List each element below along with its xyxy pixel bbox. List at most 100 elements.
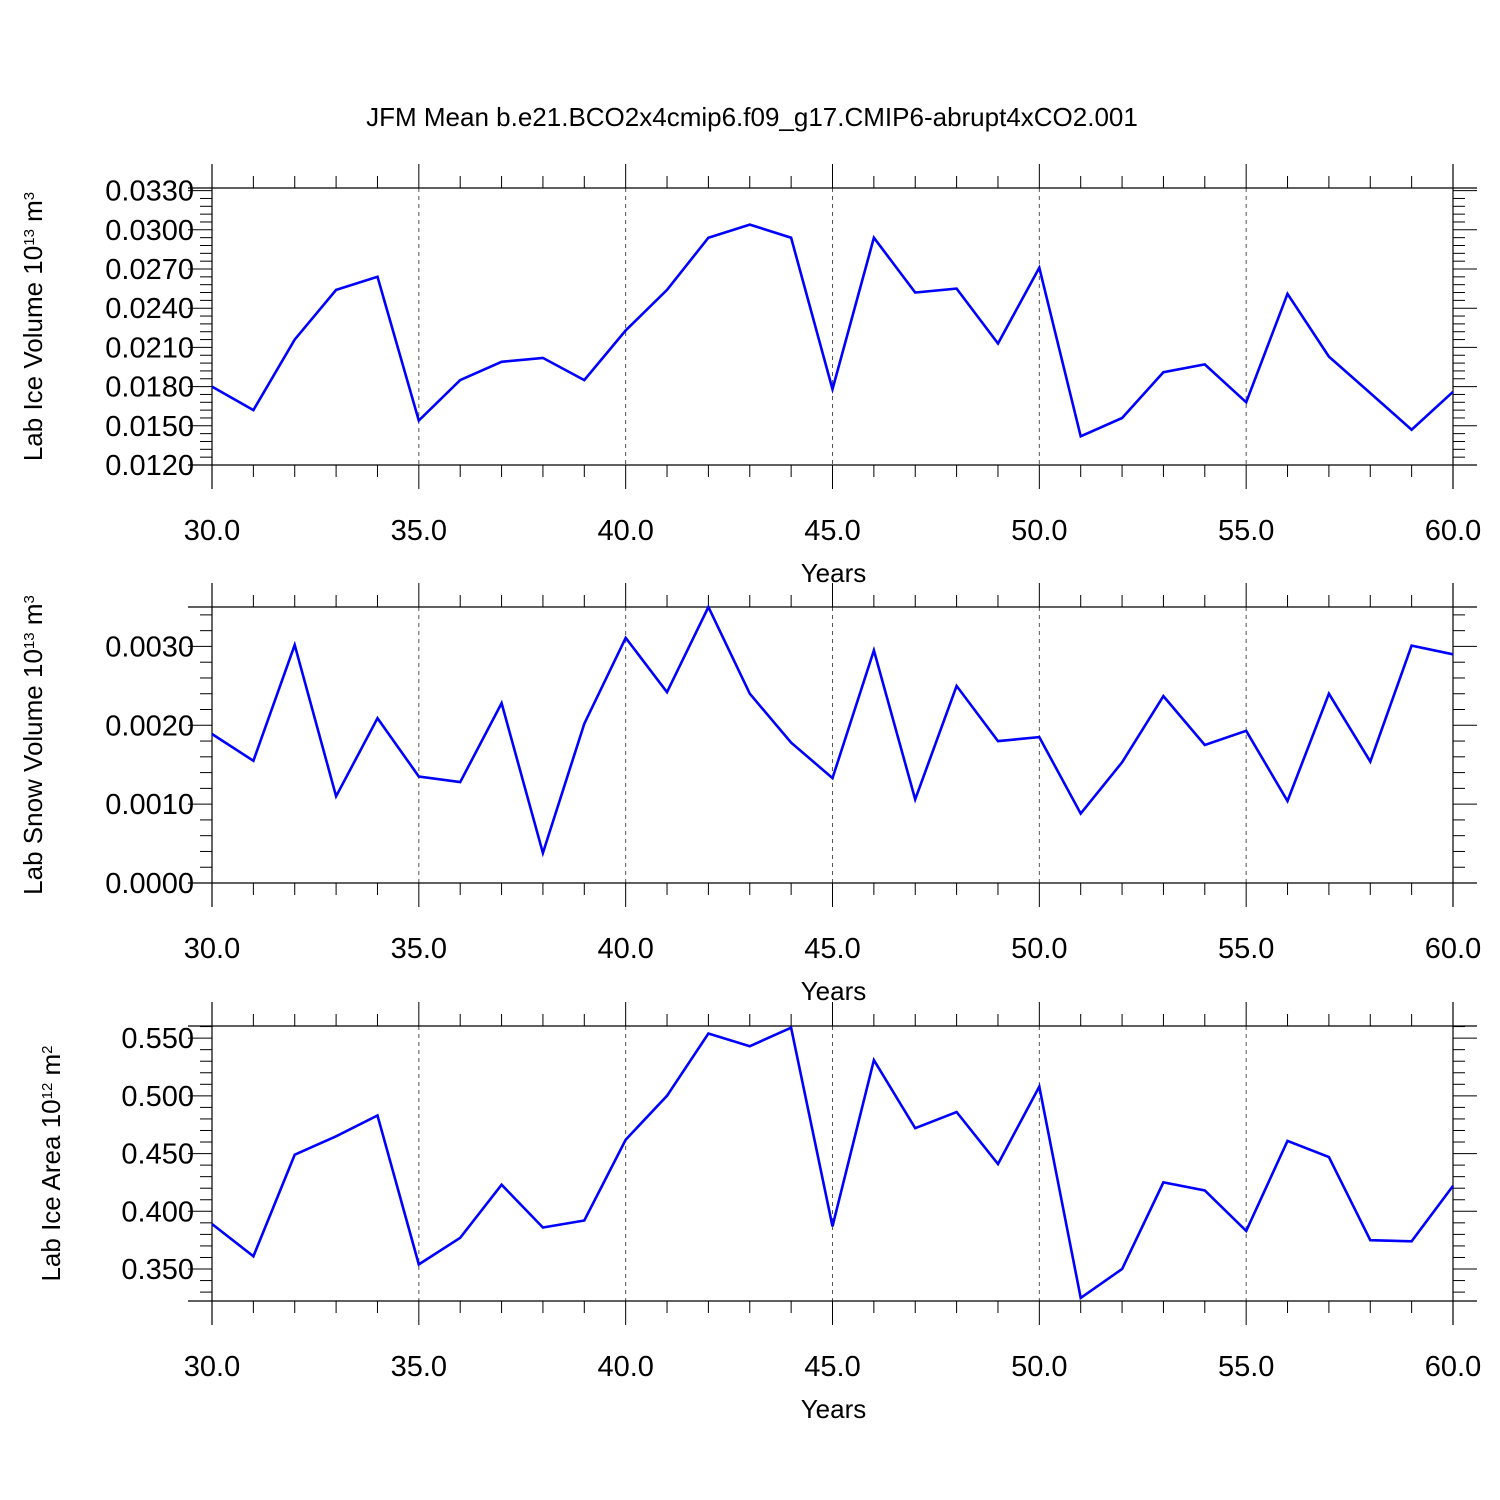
y-axis-title-part: m xyxy=(18,604,48,633)
data-point xyxy=(749,693,751,695)
data-point xyxy=(914,798,916,800)
y-axis-title-superscript: 3 xyxy=(21,595,38,603)
x-tick-label: 35.0 xyxy=(391,515,447,547)
data-point xyxy=(707,1033,709,1035)
data-point xyxy=(1369,1239,1371,1241)
data-point xyxy=(1080,813,1082,815)
data-point xyxy=(1452,1185,1454,1187)
y-tick-label: 0.0000 xyxy=(105,868,194,900)
panel-1: 30.0 35.0 40.0 45.0 50.0 55.0 60.0 0.0120 0.0150… xyxy=(18,164,1481,588)
data-point xyxy=(832,1225,834,1227)
data-point xyxy=(997,1163,999,1165)
data-point xyxy=(211,1223,213,1225)
x-tick-label: 60.0 xyxy=(1425,1351,1481,1383)
data-point xyxy=(294,1154,296,1156)
y-axis-title-part: m xyxy=(18,200,48,229)
x-tick-label: 55.0 xyxy=(1218,515,1274,547)
data-point xyxy=(707,237,709,239)
x-tick-label: 50.0 xyxy=(1011,515,1067,547)
data-point xyxy=(1121,417,1123,419)
data-point xyxy=(873,237,875,239)
data-point xyxy=(501,1184,503,1186)
data-point xyxy=(459,1237,461,1239)
data-point xyxy=(956,685,958,687)
data-point xyxy=(1328,356,1330,358)
data-point xyxy=(1121,1268,1123,1270)
data-point xyxy=(997,740,999,742)
data-point xyxy=(252,1255,254,1257)
data-point xyxy=(211,386,213,388)
y-axis-title-superscript: 13 xyxy=(21,229,38,246)
data-point xyxy=(1245,1230,1247,1232)
data-point xyxy=(873,649,875,651)
figure-title: JFM Mean b.e21.BCO2x4cmip6.f09_g17.CMIP6… xyxy=(366,102,1138,132)
data-point xyxy=(790,1027,792,1029)
data-point xyxy=(997,342,999,344)
data-point xyxy=(583,723,585,725)
data-point xyxy=(1328,693,1330,695)
data-point xyxy=(294,644,296,646)
y-axis-title-superscript: 12 xyxy=(39,1083,56,1100)
series-line xyxy=(211,223,1454,439)
data-point xyxy=(1204,363,1206,365)
data-point xyxy=(252,409,254,411)
x-tick-label: 55.0 xyxy=(1218,933,1274,965)
data-point xyxy=(1287,800,1289,802)
data-point xyxy=(873,1059,875,1061)
y-axis-title-part: Lab Snow Volume 10 xyxy=(18,649,48,895)
data-point xyxy=(1452,391,1454,393)
series-line xyxy=(211,1025,1455,1301)
data-point xyxy=(459,781,461,783)
data-point xyxy=(1452,653,1454,655)
y-tick-label: 0.0210 xyxy=(105,332,194,364)
data-point xyxy=(542,852,544,854)
data-point xyxy=(1287,1140,1289,1142)
y-tick-label: 0.0300 xyxy=(105,215,194,247)
data-point xyxy=(542,357,544,359)
data-point xyxy=(1245,730,1247,732)
data-point xyxy=(1162,371,1164,373)
data-point xyxy=(583,379,585,381)
data-point xyxy=(335,289,337,291)
x-tick-label: 30.0 xyxy=(184,1351,240,1383)
data-point xyxy=(1204,744,1206,746)
data-point xyxy=(459,379,461,381)
data-point xyxy=(376,717,378,719)
data-point xyxy=(666,289,668,291)
data-point xyxy=(1369,761,1371,763)
x-tick-label: 45.0 xyxy=(804,1351,860,1383)
y-tick-label: 0.0030 xyxy=(105,631,194,663)
x-tick-label: 60.0 xyxy=(1425,933,1481,965)
panel-2: 30.0 35.0 40.0 45.0 50.0 55.0 60.0 0.0000 0.0010… xyxy=(18,583,1481,1006)
x-tick-label: 40.0 xyxy=(597,1351,653,1383)
y-axis-title-part: m xyxy=(36,1054,66,1083)
data-point xyxy=(294,339,296,341)
y-tick-label: 0.400 xyxy=(121,1196,194,1228)
data-point xyxy=(666,691,668,693)
data-point xyxy=(1080,1297,1082,1299)
data-point xyxy=(1162,1181,1164,1183)
data-point xyxy=(501,702,503,704)
y-tick-label: 0.0330 xyxy=(105,176,194,208)
x-tick-label: 40.0 xyxy=(597,933,653,965)
data-point xyxy=(956,1111,958,1113)
x-tick-label: 60.0 xyxy=(1425,515,1481,547)
data-point xyxy=(914,1127,916,1129)
data-point xyxy=(914,292,916,294)
data-point xyxy=(1204,1190,1206,1192)
y-tick-label: 0.0120 xyxy=(105,450,194,482)
y-axis-title-part: Lab Ice Volume 10 xyxy=(18,246,48,461)
y-axis-title: Lab Ice Volume 1013 m3 xyxy=(18,192,48,461)
data-point xyxy=(1038,267,1040,269)
data-point xyxy=(211,733,213,735)
data-point xyxy=(335,795,337,797)
y-axis-title-superscript: 13 xyxy=(21,632,38,649)
y-axis-title: Lab Ice Area 1012 m2 xyxy=(36,1045,66,1281)
y-tick-label: 0.500 xyxy=(121,1081,194,1113)
data-point xyxy=(790,742,792,744)
data-point xyxy=(1038,1086,1040,1088)
data-point xyxy=(832,388,834,390)
y-axis-title-part: Lab Ice Area 10 xyxy=(36,1099,66,1281)
data-point xyxy=(1038,736,1040,738)
